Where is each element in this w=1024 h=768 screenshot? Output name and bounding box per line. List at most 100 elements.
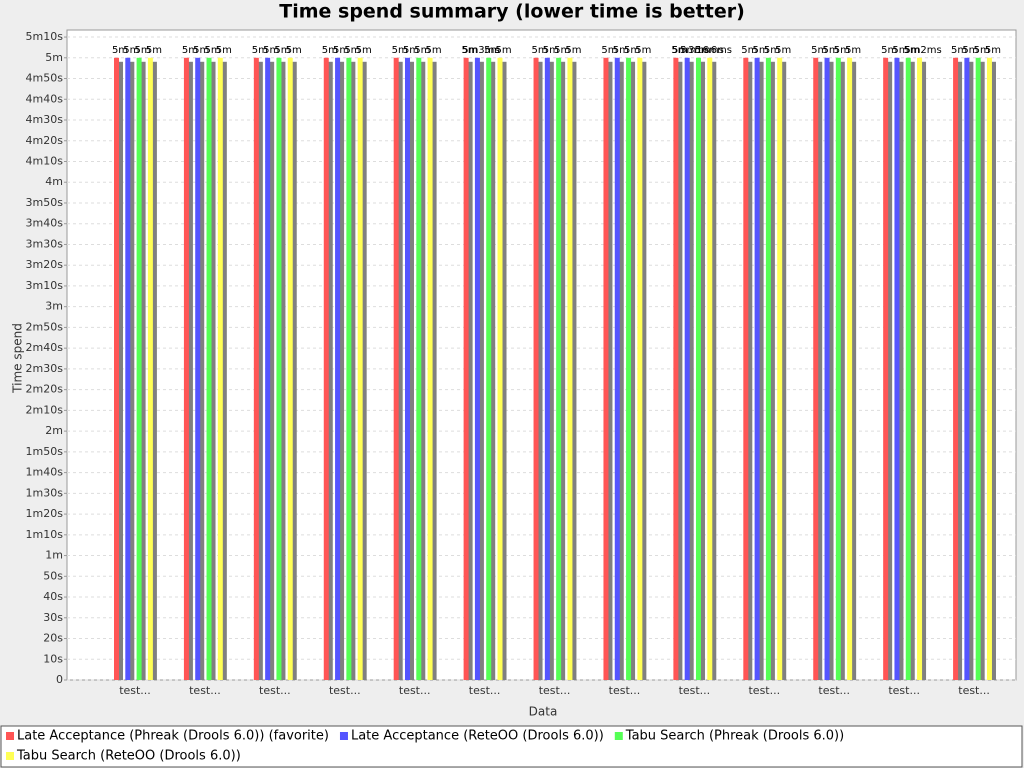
bar	[323, 57, 329, 681]
bar-shadow	[630, 61, 636, 681]
bar	[346, 57, 352, 681]
bar-shadow	[548, 61, 554, 681]
bar-shadow	[537, 61, 543, 681]
x-tick-label: test...	[748, 684, 780, 697]
bar	[567, 57, 573, 681]
value-label: 5m	[554, 45, 570, 56]
legend	[0, 725, 1023, 768]
y-tick-label: 1m50s	[26, 445, 64, 458]
value-label: 5m	[764, 45, 780, 56]
value-label: 5m	[274, 45, 290, 56]
bar-shadow	[291, 61, 297, 681]
bar-shadow	[560, 61, 566, 681]
value-label: 5m	[123, 45, 139, 56]
value-label: 5m	[426, 45, 442, 56]
value-label: 5m	[822, 45, 838, 56]
value-label: 5m	[543, 45, 559, 56]
bar-shadow	[898, 61, 904, 681]
y-tick-label: 0	[56, 673, 63, 686]
bar-shadow	[618, 61, 624, 681]
y-tick-label: 20s	[43, 632, 63, 645]
value-label: 5m	[333, 45, 349, 56]
bar-shadow	[921, 61, 927, 680]
value-label: 5m	[985, 45, 1001, 56]
y-tick-label: 4m20s	[26, 134, 64, 147]
bar	[183, 57, 189, 681]
legend-swatch	[614, 732, 623, 740]
y-tick-label: 2m	[45, 424, 63, 437]
value-label: 5m	[834, 45, 850, 56]
bar	[883, 57, 889, 681]
value-label: 5m	[531, 45, 547, 56]
bar	[544, 57, 550, 681]
x-tick-label: test...	[888, 684, 920, 697]
value-label: 5m	[601, 45, 617, 56]
value-label: 5m	[204, 45, 220, 56]
y-tick-label: 4m30s	[26, 113, 64, 126]
value-label: 5m	[182, 45, 198, 56]
value-label: 5m	[565, 45, 581, 56]
legend-swatch	[339, 732, 348, 740]
y-tick-label: 3m40s	[26, 217, 64, 230]
value-label: 5m	[613, 45, 629, 56]
bar-shadow	[571, 61, 577, 681]
value-label: 5m	[252, 45, 268, 56]
bar-shadow	[817, 61, 823, 681]
value-label: 5m	[881, 45, 897, 56]
bar-shadow	[397, 61, 403, 681]
value-label: 5m	[462, 45, 478, 56]
bar-shadow	[990, 61, 996, 681]
bar	[195, 57, 201, 681]
bar	[847, 57, 853, 681]
bar	[463, 57, 469, 681]
value-label: 5m	[892, 45, 908, 56]
bar-shadow	[501, 61, 507, 681]
value-label: 5m6ms	[695, 45, 732, 56]
legend-label: Late Acceptance (ReteOO (Drools 6.0))	[351, 729, 604, 744]
value-label: 5m	[811, 45, 827, 56]
value-label: 5m	[392, 45, 408, 56]
bar	[393, 57, 399, 681]
y-tick-label: 50s	[43, 569, 63, 582]
value-label: 5m3ms	[462, 45, 499, 56]
bar-shadow	[957, 61, 963, 681]
bar-shadow	[257, 61, 263, 681]
bar-shadow	[199, 61, 205, 681]
bar-shadow	[909, 61, 915, 681]
value-label: 5m16ms	[680, 45, 724, 56]
bar-shadow	[327, 61, 333, 681]
y-tick-label: 2m20s	[26, 383, 64, 396]
bar	[917, 57, 923, 680]
bar-shadow	[221, 61, 227, 681]
y-tick-label: 1m20s	[26, 507, 64, 520]
bar	[114, 57, 119, 681]
bar	[206, 57, 212, 681]
bar-shadow	[979, 61, 985, 681]
bar	[276, 57, 282, 681]
y-tick-label: 4m10s	[26, 154, 64, 167]
bar	[474, 57, 480, 680]
bar	[637, 57, 643, 681]
bar-shadow	[688, 61, 694, 680]
value-label: 5m	[775, 45, 791, 56]
bar-shadow	[361, 61, 367, 681]
bar	[357, 57, 363, 681]
x-tick-label: test...	[259, 684, 291, 697]
value-label: 5m	[635, 45, 651, 56]
bar	[404, 57, 410, 681]
y-tick-label: 5m10s	[26, 30, 64, 43]
y-tick-label: 5m	[45, 51, 63, 64]
bar	[824, 57, 830, 681]
value-label: 5m	[135, 45, 151, 56]
y-tick-label: 3m50s	[26, 196, 64, 209]
y-tick-label: 2m40s	[26, 341, 64, 354]
x-tick-label: test...	[958, 684, 990, 697]
y-tick-label: 3m10s	[26, 279, 64, 292]
value-label: 5m2ms	[904, 45, 941, 56]
value-label: 5m	[286, 45, 302, 56]
bar	[614, 57, 620, 681]
y-tick-label: 1m	[45, 549, 63, 562]
y-tick-label: 1m10s	[26, 528, 64, 541]
bar-shadow	[711, 61, 717, 680]
